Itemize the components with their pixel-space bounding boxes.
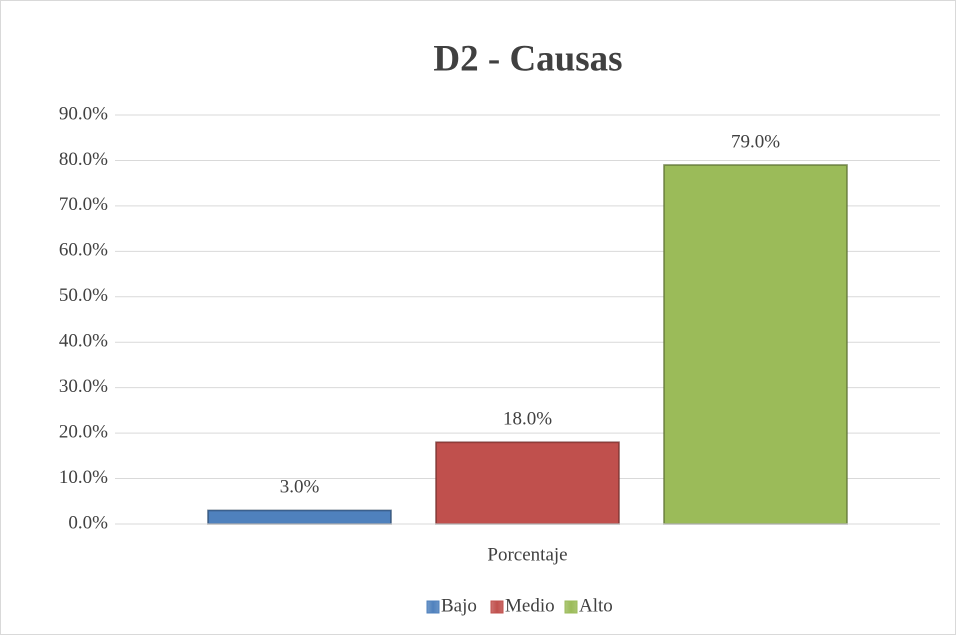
y-tick-label: 20.0% xyxy=(59,421,108,442)
y-tick-label: 0.0% xyxy=(68,512,108,533)
y-tick-label: 70.0% xyxy=(59,194,108,215)
y-tick-label: 40.0% xyxy=(59,331,108,352)
legend-swatch xyxy=(564,600,578,614)
x-tick-label: Porcentaje xyxy=(487,544,567,565)
legend-swatch xyxy=(490,600,504,614)
legend-label: Medio xyxy=(505,595,555,616)
y-tick-label: 90.0% xyxy=(59,103,108,124)
bar-shade xyxy=(207,509,392,526)
legend-label: Alto xyxy=(579,595,613,616)
legend-swatch xyxy=(426,600,440,614)
bar-shade xyxy=(435,441,620,526)
legend-label: Bajo xyxy=(441,595,477,616)
y-tick-label: 60.0% xyxy=(59,240,108,261)
data-label: 79.0% xyxy=(731,131,780,152)
y-tick-label: 10.0% xyxy=(59,467,108,488)
chart-title: D2 - Causas xyxy=(433,38,622,79)
bar-shade xyxy=(663,163,848,525)
data-label: 18.0% xyxy=(503,409,552,430)
data-label: 3.0% xyxy=(280,477,320,498)
y-tick-label: 80.0% xyxy=(59,149,108,170)
y-tick-label: 50.0% xyxy=(59,285,108,306)
y-tick-label: 30.0% xyxy=(59,376,108,397)
